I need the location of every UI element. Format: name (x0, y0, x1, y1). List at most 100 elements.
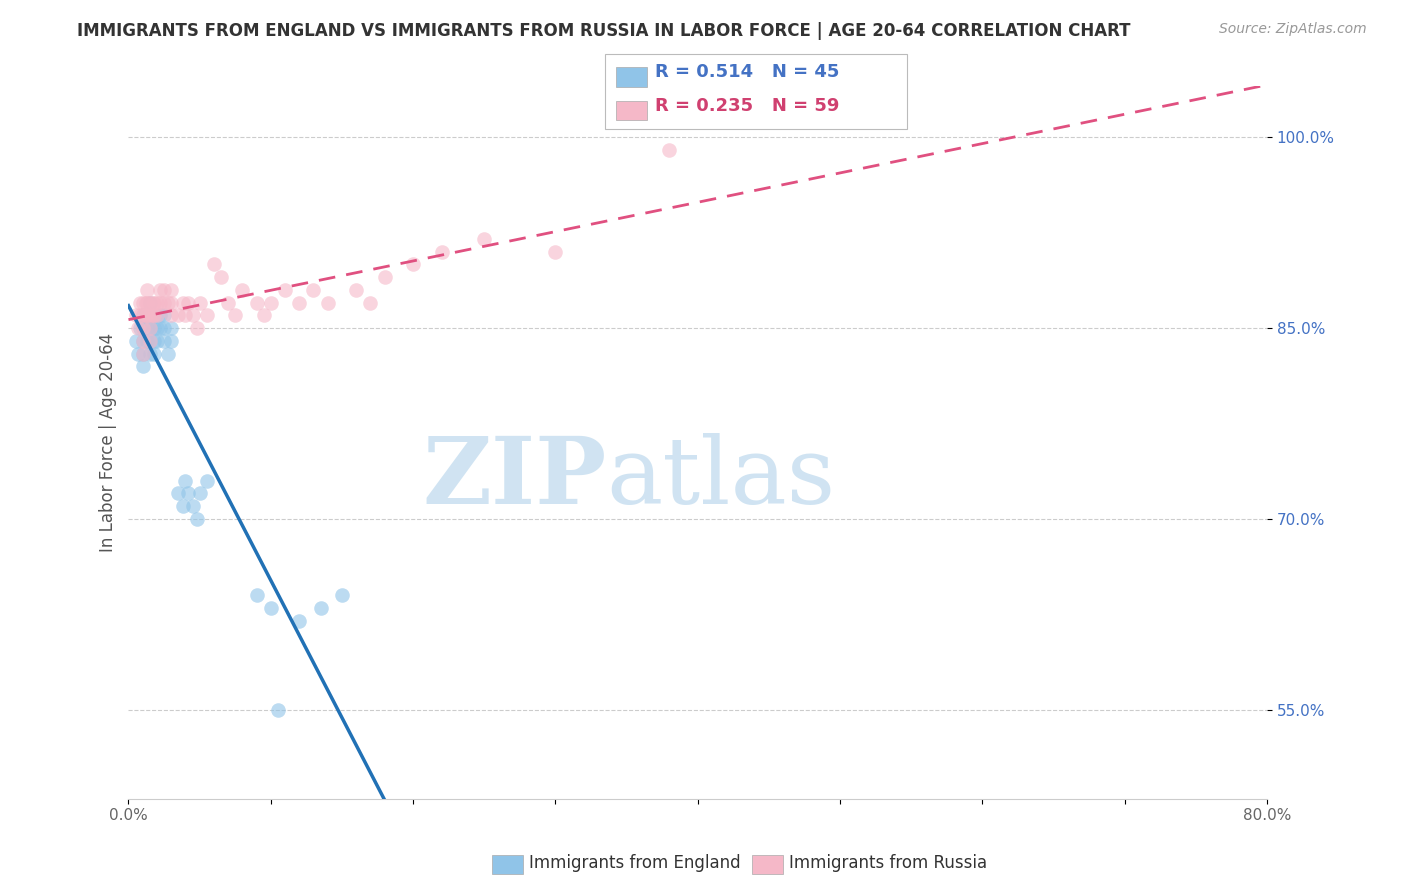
Text: Immigrants from England: Immigrants from England (529, 855, 741, 872)
Point (288, 614, 311, 628)
Text: R = 0.514   N = 45: R = 0.514 N = 45 (655, 63, 839, 81)
Point (139, 346, 162, 360)
Point (186, 512, 208, 526)
Point (177, 295, 200, 310)
Point (135, 309, 157, 323)
Point (142, 295, 165, 310)
Point (146, 321, 169, 335)
Point (139, 334, 162, 348)
Point (139, 309, 162, 323)
Point (274, 283, 297, 297)
Point (131, 321, 153, 335)
Point (188, 295, 211, 310)
Point (153, 295, 176, 310)
Point (143, 295, 166, 310)
Point (195, 309, 218, 323)
Point (157, 295, 180, 310)
Point (143, 309, 166, 323)
Point (260, 295, 283, 310)
Point (146, 309, 169, 323)
Point (267, 703, 290, 717)
Point (136, 334, 159, 348)
Point (143, 346, 166, 360)
Point (172, 295, 194, 310)
Point (231, 283, 253, 297)
Point (136, 309, 159, 323)
Text: ZIP: ZIP (422, 434, 606, 524)
Point (374, 270, 396, 285)
Point (127, 346, 149, 360)
Point (174, 309, 197, 323)
Point (658, 143, 681, 157)
Y-axis label: In Labor Force | Age 20-64: In Labor Force | Age 20-64 (100, 333, 117, 552)
Point (139, 321, 162, 335)
Point (160, 283, 183, 297)
Point (124, 309, 146, 323)
Point (149, 295, 172, 310)
Point (181, 309, 204, 323)
Point (402, 257, 425, 271)
Point (131, 359, 153, 374)
Point (149, 309, 172, 323)
Point (430, 244, 453, 259)
Point (124, 334, 146, 348)
Text: IMMIGRANTS FROM ENGLAND VS IMMIGRANTS FROM RUSSIA IN LABOR FORCE | AGE 20-64 COR: IMMIGRANTS FROM ENGLAND VS IMMIGRANTS FR… (77, 22, 1130, 40)
Point (260, 601, 283, 615)
Point (309, 601, 332, 615)
Point (128, 295, 150, 310)
Point (136, 295, 159, 310)
Point (202, 257, 225, 271)
Point (142, 309, 165, 323)
Point (174, 474, 197, 488)
Point (136, 283, 159, 297)
Point (344, 283, 367, 297)
Point (224, 309, 246, 323)
Point (142, 309, 165, 323)
Point (167, 486, 190, 500)
Point (153, 321, 176, 335)
Point (160, 295, 183, 310)
Point (149, 283, 172, 297)
Point (131, 346, 153, 360)
Point (139, 295, 162, 310)
Point (131, 309, 153, 323)
Point (245, 295, 267, 310)
Point (131, 295, 153, 310)
Point (288, 295, 311, 310)
Point (135, 309, 157, 323)
Point (135, 295, 157, 310)
Point (131, 321, 153, 335)
Point (153, 283, 176, 297)
Point (167, 309, 190, 323)
Point (153, 309, 176, 323)
Point (253, 309, 276, 323)
Point (139, 334, 162, 348)
Point (544, 244, 567, 259)
Point (131, 334, 153, 348)
Point (139, 309, 162, 323)
Point (186, 321, 208, 335)
Point (131, 334, 153, 348)
Point (302, 283, 325, 297)
Point (143, 334, 166, 348)
Point (181, 499, 204, 513)
Point (172, 499, 194, 513)
Point (245, 588, 267, 602)
Point (128, 321, 150, 335)
Point (160, 309, 183, 323)
Point (160, 334, 183, 348)
Point (188, 486, 211, 500)
Point (131, 309, 153, 323)
Point (136, 321, 159, 335)
Point (139, 321, 162, 335)
Point (330, 588, 353, 602)
Point (209, 270, 232, 285)
Point (177, 486, 200, 500)
Point (139, 295, 162, 310)
Point (146, 295, 169, 310)
Point (127, 321, 149, 335)
Text: R = 0.235   N = 59: R = 0.235 N = 59 (655, 97, 839, 115)
Text: Source: ZipAtlas.com: Source: ZipAtlas.com (1219, 22, 1367, 37)
Point (128, 309, 150, 323)
Text: Immigrants from Russia: Immigrants from Russia (789, 855, 987, 872)
